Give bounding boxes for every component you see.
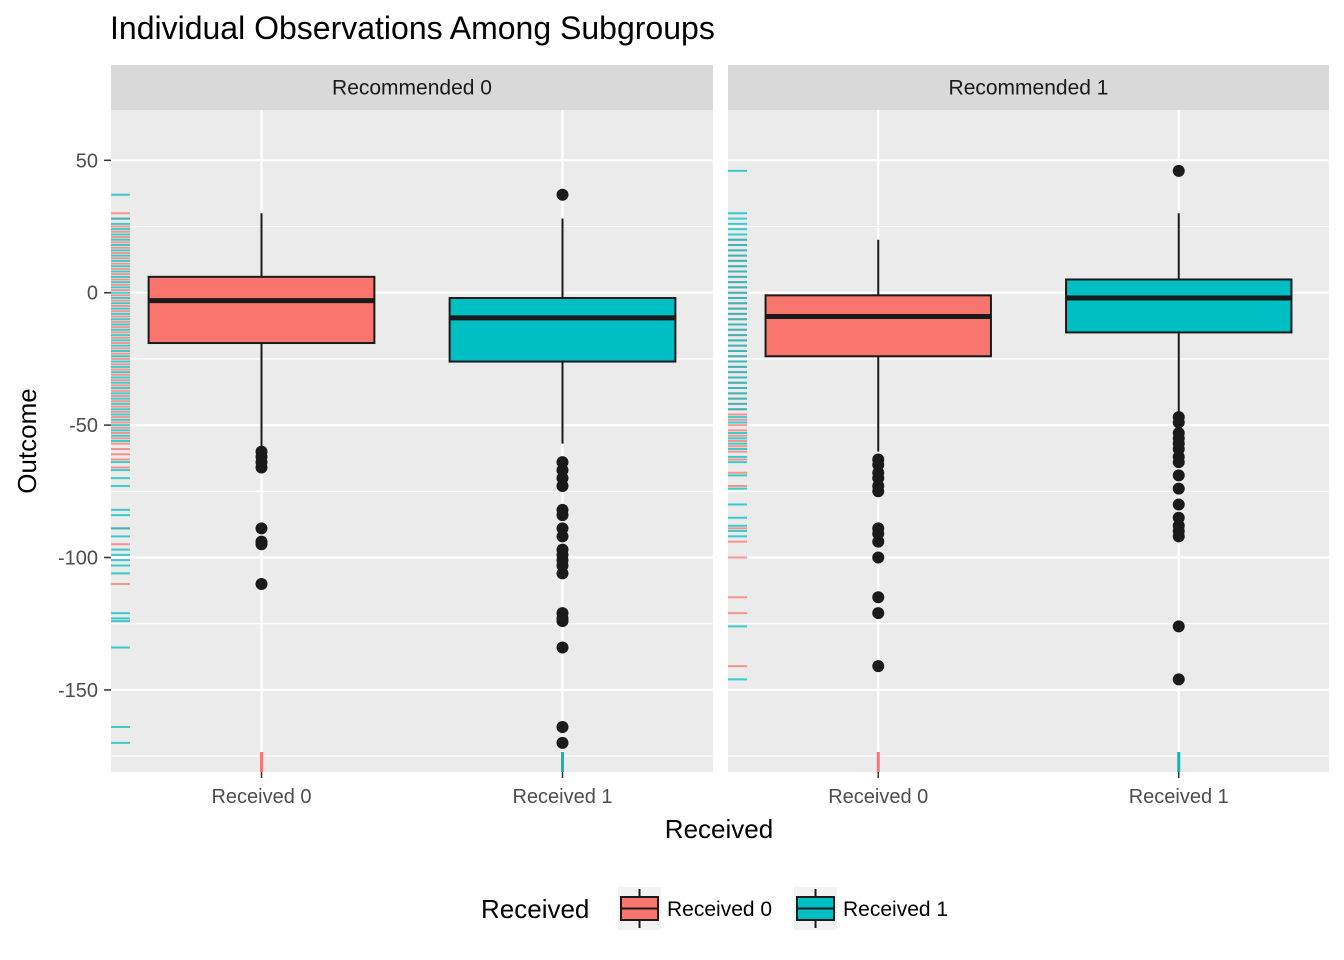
- legend-label: Received 1: [843, 898, 948, 921]
- box-received-0: [147, 213, 376, 590]
- chart-title: Individual Observations Among Subgroups: [110, 10, 715, 46]
- legend-item-received-0: Received 0: [618, 887, 772, 930]
- outlier-point: [872, 535, 885, 548]
- box-received-1: [448, 188, 677, 749]
- panel-strip: [111, 65, 713, 110]
- legend-title: Received: [481, 894, 589, 924]
- legend-item-received-1: Received 1: [794, 887, 948, 930]
- outlier-point: [556, 509, 569, 522]
- box-received-1: [1065, 164, 1293, 686]
- outlier-point: [1172, 620, 1185, 633]
- outlier-point: [255, 522, 268, 535]
- outlier-point: [872, 607, 885, 620]
- y-tick-label: -50: [69, 415, 98, 437]
- box-iqr: [448, 297, 677, 363]
- y-tick-label: 0: [87, 283, 98, 305]
- x-tick-label: Received 1: [1129, 786, 1229, 808]
- box-iqr: [1065, 278, 1293, 334]
- box-iqr: [147, 275, 376, 345]
- outlier-point: [1172, 673, 1185, 686]
- y-axis-title: Outcome: [12, 388, 42, 494]
- panel-strip-label: Recommended 0: [332, 77, 492, 100]
- rug-marks: [728, 169, 747, 681]
- outlier-point: [872, 591, 885, 604]
- x-tick-label: Received 1: [512, 786, 612, 808]
- outlier-point: [872, 660, 885, 673]
- panel-background: [728, 110, 1329, 772]
- outlier-point: [1172, 530, 1185, 543]
- outlier-point: [255, 577, 268, 590]
- outlier-point: [872, 551, 885, 564]
- outlier-point: [556, 736, 569, 749]
- outlier-point: [1172, 482, 1185, 495]
- panel-strip: [728, 65, 1329, 110]
- outlier-point: [556, 615, 569, 628]
- outlier-point: [872, 485, 885, 498]
- y-tick-label: -100: [58, 548, 98, 570]
- outlier-point: [255, 461, 268, 474]
- rug-marks: [111, 193, 130, 744]
- y-axis: 50 0 -50 -100 -150: [58, 150, 111, 702]
- y-tick-label: 50: [76, 150, 98, 172]
- panel-recommended-1: Recommended 1 Received 0 Received 1: [728, 65, 1329, 808]
- x-tick-label: Received 0: [828, 786, 928, 808]
- outlier-point: [1172, 416, 1185, 429]
- outlier-point: [255, 538, 268, 551]
- panel-strip-label: Recommended 1: [949, 77, 1109, 100]
- y-tick-label: -150: [58, 680, 98, 702]
- outlier-point: [556, 188, 569, 201]
- panel-background: [111, 110, 713, 772]
- box-iqr: [764, 294, 992, 358]
- x-tick-label: Received 0: [211, 786, 311, 808]
- panel-recommended-0: Recommended 0 Received 0 Received 1: [111, 65, 713, 808]
- outlier-point: [556, 720, 569, 733]
- outlier-point: [556, 641, 569, 654]
- legend: Received Received 0 Received 1: [481, 887, 948, 930]
- outlier-point: [556, 567, 569, 580]
- outlier-point: [556, 480, 569, 493]
- legend-label: Received 0: [667, 898, 772, 921]
- outlier-point: [1172, 498, 1185, 511]
- outlier-point: [1172, 456, 1185, 469]
- x-axis-title: Received: [665, 814, 773, 844]
- outlier-point: [1172, 469, 1185, 482]
- gridlines: [728, 110, 1329, 772]
- outlier-point: [1172, 164, 1185, 177]
- box-received-0: [764, 239, 992, 673]
- outlier-point: [556, 530, 569, 543]
